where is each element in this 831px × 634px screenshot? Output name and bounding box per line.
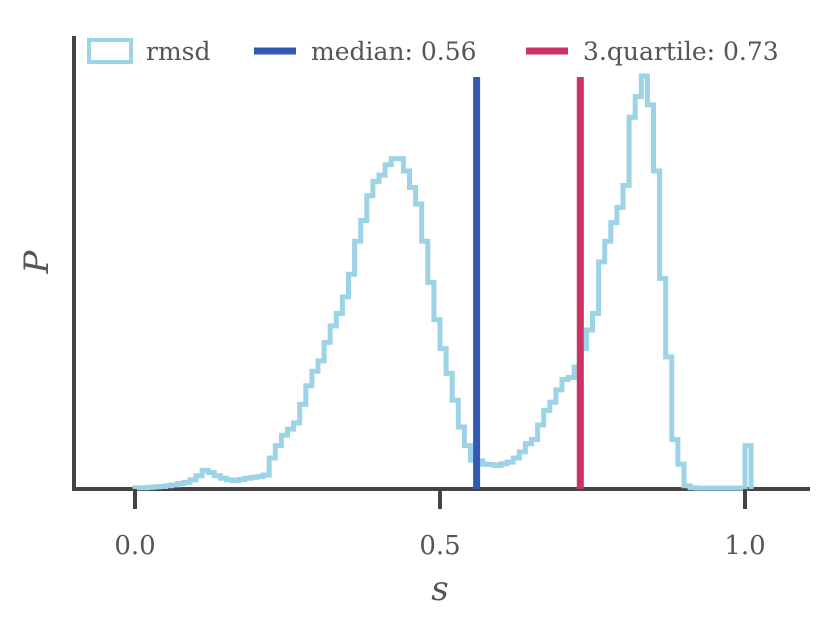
histogram-rmsd-step bbox=[132, 73, 754, 491]
legend-median-label: median: 0.56 bbox=[311, 37, 477, 66]
legend-rmsd-label: rmsd bbox=[146, 37, 211, 66]
x-axis-label: s bbox=[431, 569, 448, 609]
legend-quartile-label: 3.quartile: 0.73 bbox=[583, 37, 779, 66]
x-ticks: 0.0 0.5 1.0 bbox=[114, 489, 766, 561]
chart-marks bbox=[132, 73, 754, 491]
legend-rmsd-swatch bbox=[87, 38, 133, 64]
x-tick-label: 1.0 bbox=[724, 531, 765, 561]
y-axis-label: P bbox=[17, 249, 57, 274]
legend: rmsd median: 0.56 3.quartile: 0.73 bbox=[87, 37, 779, 66]
x-tick-label: 0.5 bbox=[419, 531, 460, 561]
x-tick-label: 0.0 bbox=[114, 531, 155, 561]
